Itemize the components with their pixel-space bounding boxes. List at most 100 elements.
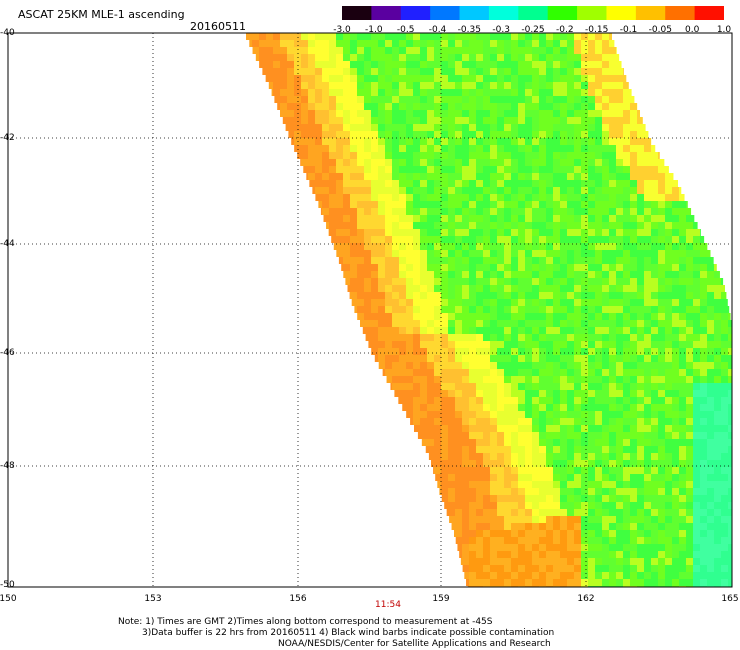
- swath-cell: [700, 285, 707, 292]
- swath-cell: [658, 369, 665, 376]
- swath-cell: [630, 250, 637, 257]
- swath-cell: [560, 75, 567, 82]
- swath-cell: [553, 418, 560, 425]
- swath-cell: [469, 264, 476, 271]
- swath-cell: [413, 208, 420, 215]
- swath-cell: [588, 285, 595, 292]
- swath-cell: [441, 103, 448, 110]
- swath-cell: [602, 124, 609, 131]
- swath-cell: [420, 54, 427, 61]
- swath-cell: [462, 257, 469, 264]
- swath-cell: [700, 446, 707, 453]
- swath-cell: [525, 229, 532, 236]
- swath-cell: [434, 75, 441, 82]
- swath-cell: [511, 82, 518, 89]
- swath-cell: [651, 257, 658, 264]
- colorbar-swatch: [518, 6, 549, 20]
- colorbar-swatch: [459, 6, 490, 20]
- swath-cell: [448, 159, 455, 166]
- swath-cell: [420, 390, 427, 397]
- swath-cell: [392, 131, 399, 138]
- swath-cell: [679, 537, 686, 544]
- swath-cell: [315, 103, 322, 110]
- swath-cell: [672, 439, 679, 446]
- swath-cell: [525, 425, 532, 432]
- swath-cell: [525, 523, 532, 530]
- swath-cell: [637, 152, 644, 159]
- swath-cell: [574, 145, 581, 152]
- swath-cell: [588, 313, 595, 320]
- swath-cell: [693, 376, 700, 383]
- swath-cell: [441, 89, 448, 96]
- swath-cell: [476, 509, 483, 516]
- swath-cell: [546, 411, 553, 418]
- swath-cell: [693, 551, 700, 558]
- swath-cell: [434, 82, 441, 89]
- swath-cell: [525, 369, 532, 376]
- swath-cell: [301, 47, 308, 54]
- swath-cell: [357, 187, 364, 194]
- swath-cell: [581, 166, 588, 173]
- swath-cell: [371, 180, 378, 187]
- swath-cell: [364, 68, 371, 75]
- swath-cell: [497, 327, 504, 334]
- swath-map: [7, 32, 733, 588]
- swath-cell: [574, 376, 581, 383]
- swath-cell: [343, 229, 350, 236]
- swath-cell: [420, 215, 427, 222]
- swath-cell: [490, 229, 497, 236]
- swath-cell: [623, 131, 630, 138]
- swath-cell: [595, 243, 602, 250]
- swath-cell: [301, 159, 308, 166]
- swath-cell: [623, 446, 630, 453]
- swath-cell: [441, 75, 448, 82]
- swath-cell: [392, 306, 399, 313]
- swath-cell: [588, 537, 595, 544]
- swath-cell: [455, 54, 462, 61]
- swath-cell: [665, 467, 672, 474]
- swath-cell: [294, 131, 301, 138]
- swath-cell: [511, 327, 518, 334]
- swath-cell: [581, 376, 588, 383]
- swath-cell: [406, 222, 413, 229]
- swath-cell: [378, 173, 385, 180]
- colorbar-tick-label: -3.0: [333, 25, 351, 35]
- swath-cell: [609, 334, 616, 341]
- swath-cell: [329, 194, 336, 201]
- swath-cell: [609, 229, 616, 236]
- swath-cell: [672, 509, 679, 516]
- swath-cell: [476, 173, 483, 180]
- swath-cell: [658, 320, 665, 327]
- swath-cell: [560, 551, 567, 558]
- swath-cell: [651, 299, 658, 306]
- swath-cell: [455, 313, 462, 320]
- swath-cell: [357, 299, 364, 306]
- swath-cell: [455, 33, 462, 40]
- swath-cell: [483, 285, 490, 292]
- swath-cell: [595, 145, 602, 152]
- swath-cell: [693, 313, 700, 320]
- swath-cell: [728, 411, 732, 418]
- swath-cell: [532, 243, 539, 250]
- swath-cell: [525, 292, 532, 299]
- swath-cell: [351, 299, 359, 306]
- swath-cell: [644, 208, 651, 215]
- swath-cell: [441, 138, 448, 145]
- swath-cell: [525, 348, 532, 355]
- swath-cell: [301, 61, 308, 68]
- swath-cell: [385, 159, 392, 166]
- swath-cell: [644, 348, 651, 355]
- swath-cell: [672, 292, 679, 299]
- swath-cell: [504, 278, 511, 285]
- swath-cell: [595, 68, 602, 75]
- swath-cell: [455, 495, 462, 502]
- swath-cell: [476, 194, 483, 201]
- swath-cell: [455, 474, 462, 481]
- swath-cell: [427, 446, 434, 453]
- swath-cell: [539, 215, 546, 222]
- swath-cell: [665, 446, 672, 453]
- swath-cell: [406, 187, 413, 194]
- swath-cell: [595, 397, 602, 404]
- swath-cell: [609, 348, 616, 355]
- swath-cell: [686, 537, 693, 544]
